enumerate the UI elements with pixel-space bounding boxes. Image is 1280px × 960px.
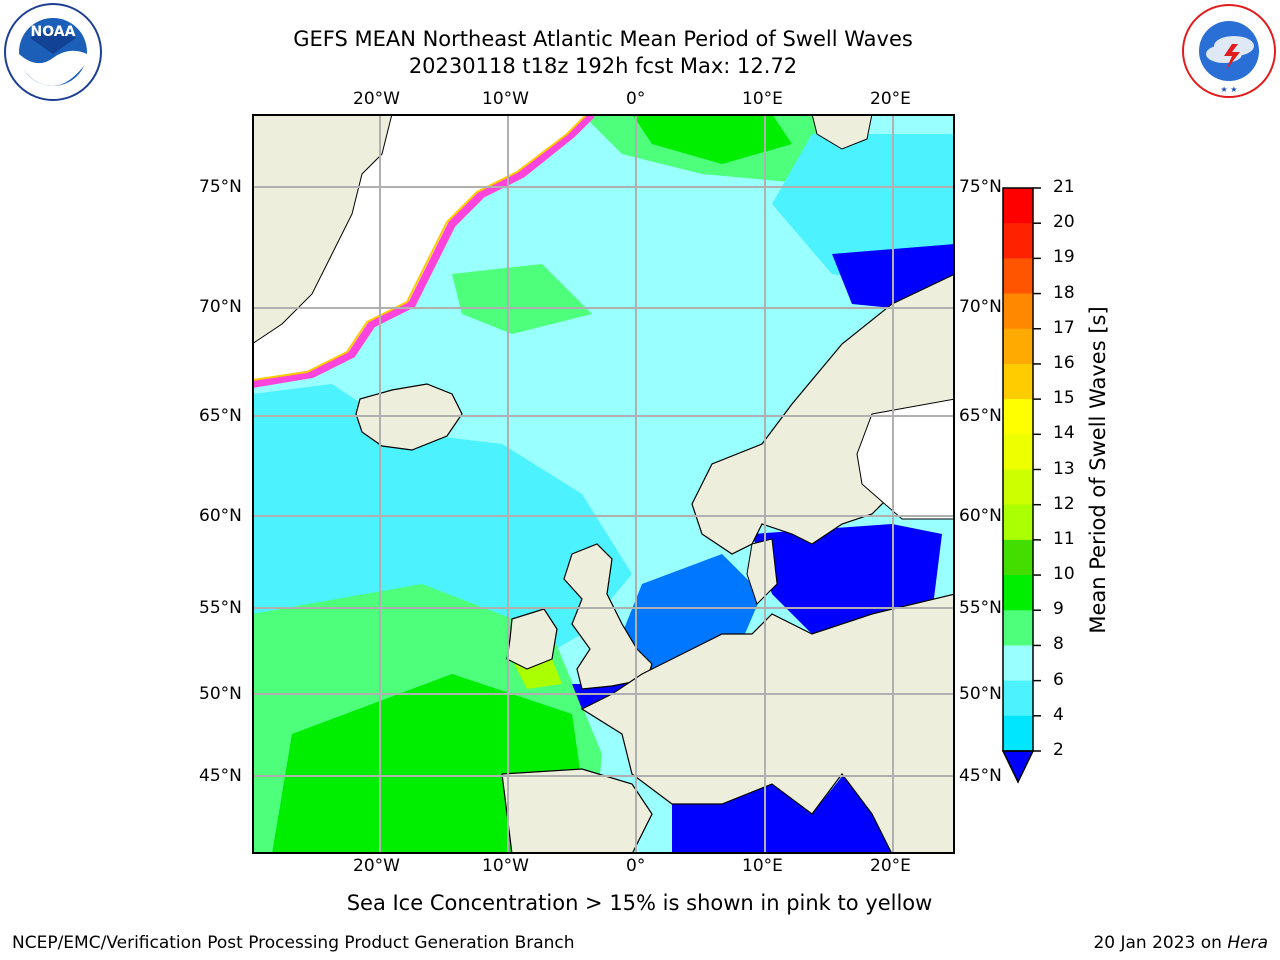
lon-tick-top-10e: 10°E	[742, 89, 783, 109]
colorbar-band-8-9	[1003, 610, 1033, 646]
colorbar-tick-label: 20	[1053, 212, 1075, 233]
lat-tick-right-55n: 55°N	[959, 598, 1002, 618]
lon-tick-bottom-20w: 20°W	[353, 856, 400, 876]
colorbar-tick-label: 13	[1053, 458, 1075, 479]
lat-tick-right-45n: 45°N	[959, 766, 1002, 786]
lat-tick-left-60n: 60°N	[199, 506, 242, 526]
lat-tick-left-55n: 55°N	[199, 598, 242, 618]
colorbar-tick-label: 11	[1053, 528, 1075, 549]
footer-host: Hera	[1227, 933, 1268, 953]
field-blue-med	[672, 764, 892, 854]
lon-tick-top-20w: 20°W	[353, 89, 400, 109]
colorbar-band-11-12	[1003, 504, 1033, 541]
lon-tick-top-20e: 20°E	[870, 89, 911, 109]
continental-europe	[580, 593, 955, 854]
colorbar-band-20-21	[1003, 188, 1033, 224]
lon-tick-bottom-0: 0°	[626, 856, 646, 876]
colorbar-band-9-10	[1003, 575, 1033, 611]
colorbar-band-14-15	[1003, 399, 1033, 435]
colorbar-tick-label: 18	[1053, 282, 1075, 303]
footer-credit: NCEP/EMC/Verification Post Processing Pr…	[12, 933, 575, 953]
colorbar-title: Mean Period of Swell Waves [s]	[1086, 306, 1110, 634]
gulf-of-bothnia-nodata	[856, 398, 955, 520]
sea-ice-edge	[252, 114, 595, 388]
colorbar-tick-label: 16	[1053, 352, 1075, 373]
noaa-logo-text: NOAA	[31, 24, 76, 40]
lat-tick-right-75n: 75°N	[959, 177, 1002, 197]
colorbar-band-16-17	[1003, 328, 1033, 365]
colorbar-tick-label: 2	[1053, 740, 1064, 760]
footer-date-text: 20 Jan 2023 on	[1093, 933, 1228, 953]
colorbar-band-12-13	[1003, 469, 1033, 506]
greenland-land	[252, 114, 393, 345]
lon-tick-bottom-10w: 10°W	[482, 856, 529, 876]
chart-subtitle: 20230118 t18z 192h fcst Max: 12.72	[408, 54, 798, 78]
colorbar-tick-label: 14	[1053, 423, 1075, 444]
lat-tick-left-75n: 75°N	[199, 177, 242, 197]
iberia	[501, 768, 653, 854]
colorbar-tick-label: 17	[1053, 317, 1075, 338]
noaa-logo: NOAA	[2, 2, 104, 102]
lon-tick-top-0: 0°	[626, 89, 646, 109]
field-green-mid	[452, 264, 592, 334]
colorbar-tick-label: 4	[1053, 704, 1064, 725]
colorbar-tick-label: 12	[1053, 493, 1075, 514]
colorbar-tick-label: 15	[1053, 388, 1075, 409]
colorbar-band-10-11	[1003, 539, 1033, 576]
colorbar-extend-min	[1001, 750, 1035, 784]
lat-tick-left-70n: 70°N	[199, 297, 242, 317]
map-panel	[252, 114, 955, 854]
colorbar-tick-label: 8	[1053, 634, 1064, 655]
lat-tick-left-50n: 50°N	[199, 684, 242, 704]
colorbar-band-17-18	[1003, 293, 1033, 330]
sea-ice-note: Sea Ice Concentration > 15% is shown in …	[346, 891, 933, 915]
map-frame	[252, 114, 955, 854]
colorbar-band-6-8	[1003, 645, 1033, 682]
colorbar-band-15-16	[1003, 363, 1033, 400]
colorbar-band-4-6	[1003, 680, 1033, 717]
nws-logo: ★ ★	[1180, 2, 1278, 100]
ireland	[506, 608, 558, 670]
map-gridlines	[252, 114, 955, 854]
lon-tick-bottom-20e: 20°E	[870, 856, 911, 876]
lon-tick-bottom-10e: 10°E	[742, 856, 783, 876]
colorbar-band-2-4	[1003, 715, 1033, 752]
colorbar-tick-label: 6	[1053, 669, 1064, 690]
colorbar-band-18-19	[1003, 258, 1033, 295]
lat-tick-left-65n: 65°N	[199, 406, 242, 426]
colorbar-tick-label: 21	[1053, 177, 1075, 197]
sea-ice-edge-inner	[252, 114, 588, 381]
lat-tick-right-65n: 65°N	[959, 406, 1002, 426]
lat-tick-right-60n: 60°N	[959, 506, 1002, 526]
map-canvas	[252, 114, 955, 854]
colorbar-band-19-20	[1003, 223, 1033, 259]
lat-tick-right-50n: 50°N	[959, 684, 1002, 704]
chart-title: GEFS MEAN Northeast Atlantic Mean Period…	[293, 27, 913, 51]
field-green-north2	[632, 114, 792, 164]
denmark	[746, 538, 778, 605]
lat-tick-left-45n: 45°N	[199, 766, 242, 786]
colorbar-tick-label: 10	[1053, 564, 1075, 585]
colorbar	[1000, 186, 1050, 786]
lat-tick-right-70n: 70°N	[959, 297, 1002, 317]
svalbard	[811, 114, 873, 150]
colorbar-tick-label: 19	[1053, 247, 1075, 268]
svg-text:★ ★: ★ ★	[1221, 85, 1238, 94]
colorbar-graphic	[1001, 187, 1041, 784]
footer-date: 20 Jan 2023 on Hera	[1093, 933, 1268, 953]
colorbar-band-13-14	[1003, 434, 1033, 470]
field-blue-baltic	[752, 524, 942, 634]
lon-tick-top-10w: 10°W	[482, 89, 529, 109]
colorbar-tick-label: 9	[1053, 599, 1064, 620]
